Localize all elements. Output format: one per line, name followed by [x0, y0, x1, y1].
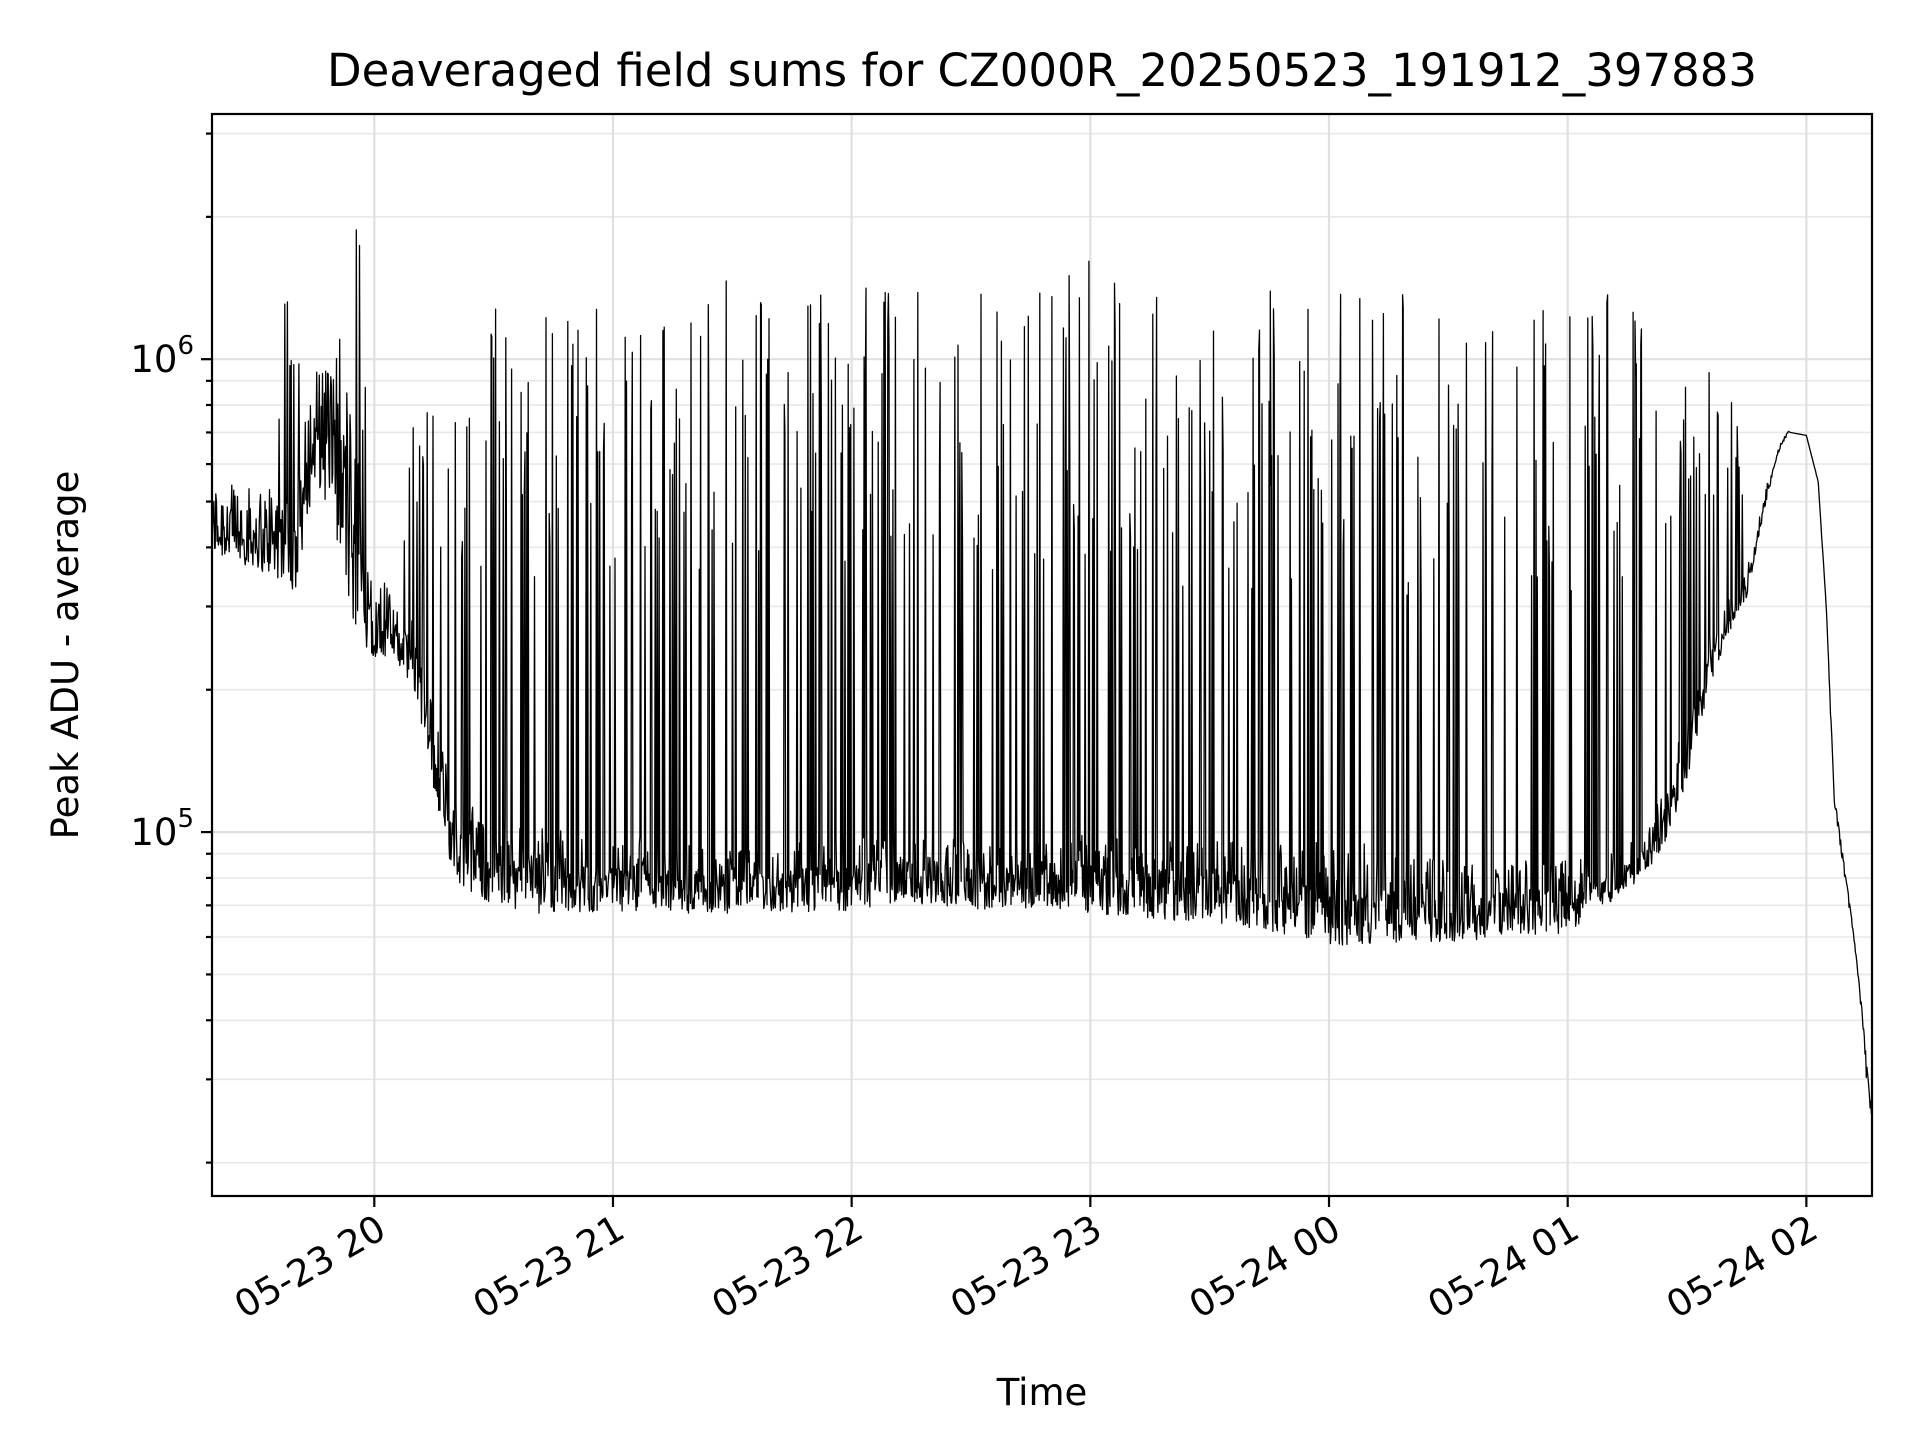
x-tick-label: 05-24 02 [1659, 1207, 1825, 1327]
chart-title: Deaveraged field sums for CZ000R_2025052… [327, 44, 1757, 97]
y-tick-label: 105 [130, 804, 194, 854]
x-tick-label: 05-23 23 [943, 1207, 1109, 1327]
x-tick-label: 05-23 21 [466, 1207, 632, 1327]
x-tick-label: 05-24 01 [1421, 1207, 1587, 1327]
y-tick-label: 106 [130, 331, 194, 381]
x-axis-label: Time [996, 1371, 1088, 1414]
x-tick-label: 05-23 22 [705, 1207, 871, 1327]
x-tick-label: 05-23 20 [227, 1207, 393, 1327]
series-line [212, 229, 1872, 1115]
y-axis-label: Peak ADU - average [44, 471, 87, 840]
x-tick-label: 05-24 00 [1182, 1207, 1348, 1327]
series-layer [212, 229, 1872, 1115]
plot-frame [210, 112, 1874, 1198]
